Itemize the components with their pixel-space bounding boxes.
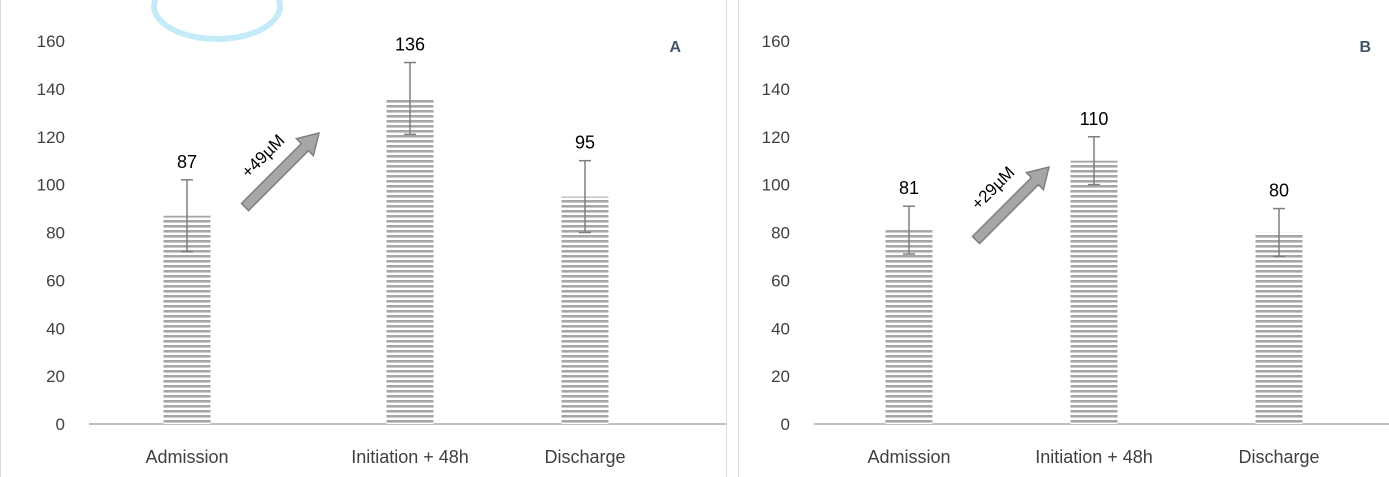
y-tick-label: 80: [46, 224, 65, 243]
data-label: 110: [1080, 109, 1109, 129]
y-tick-label: 160: [762, 32, 790, 51]
y-tick-label: 20: [771, 367, 790, 386]
category-label: Discharge: [544, 447, 625, 467]
increase-arrow: [240, 131, 321, 212]
y-tick-label: 120: [762, 128, 790, 147]
category-label: Initiation + 48h: [351, 447, 469, 467]
y-tick-label: 100: [37, 176, 65, 195]
bar: [1255, 232, 1303, 424]
y-tick-label: 100: [762, 176, 790, 195]
y-tick-label: 140: [37, 80, 65, 99]
y-tick-label: 20: [46, 367, 65, 386]
category-label: Admission: [867, 447, 950, 467]
chart-panel-b: 0 20 40 60 80 100 120 140 160 81 Admission 110 Initi…: [738, 0, 1389, 477]
y-tick-label: 120: [37, 128, 65, 147]
panel-label: A: [669, 39, 681, 56]
bar-chart-b: 0 20 40 60 80 100 120 140 160 81 Admission 110 Initi…: [762, 32, 1389, 467]
y-tick-label: 60: [771, 271, 790, 290]
data-label: 87: [177, 152, 197, 172]
y-tick-label: 0: [781, 415, 790, 434]
data-label: 81: [899, 178, 919, 198]
data-label: 95: [575, 133, 595, 153]
y-tick-label: 140: [762, 80, 790, 99]
bar: [885, 230, 933, 424]
bar-chart-a: 0 20 40 60 80 100 120 140 160 87 Admission 136 Initi…: [37, 32, 726, 467]
data-label: 80: [1269, 181, 1289, 201]
y-tick-label: 60: [46, 271, 65, 290]
increase-arrow: [971, 165, 1051, 245]
category-label: Admission: [145, 447, 228, 467]
y-tick-label: 0: [56, 415, 65, 434]
bar: [386, 98, 434, 424]
panel-label: B: [1359, 39, 1371, 56]
category-label: Initiation + 48h: [1035, 447, 1153, 467]
y-tick-label: 160: [37, 32, 65, 51]
y-tick-label: 40: [46, 319, 65, 338]
bar: [1070, 160, 1118, 424]
category-label: Discharge: [1238, 447, 1319, 467]
data-label: 136: [395, 35, 425, 55]
y-tick-label: 80: [771, 224, 790, 243]
chart-panel-a: 0 20 40 60 80 100 120 140 160 87 Admission 136 Initi…: [0, 0, 727, 477]
y-tick-label: 40: [771, 319, 790, 338]
bar: [561, 196, 609, 424]
